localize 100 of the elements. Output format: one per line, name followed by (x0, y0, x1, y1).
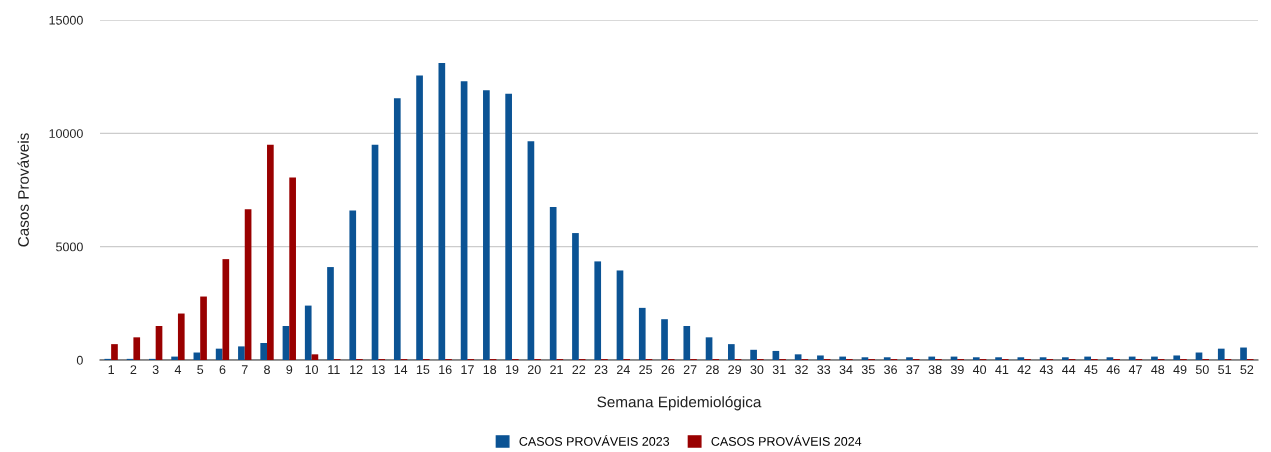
bar (727, 344, 735, 360)
x-tick-label: 21 (550, 365, 563, 374)
x-tick-label: 41 (995, 365, 1009, 374)
x-tick-label: 22 (572, 365, 586, 374)
bar (289, 177, 296, 360)
x-tick-label: 34 (839, 365, 853, 375)
bar (304, 305, 312, 360)
x-tick-label: 48 (1151, 365, 1165, 375)
bar (839, 356, 847, 360)
x-tick-label: 49 (1173, 365, 1187, 375)
x-tick-label: 5 (197, 365, 204, 375)
x-tick-label: 12 (350, 365, 363, 374)
x-tick-label: 28 (706, 365, 719, 375)
bar (906, 357, 913, 360)
x-tick-label: 2 (130, 365, 137, 374)
x-tick-label: 24 (617, 365, 630, 374)
bar (177, 313, 185, 360)
bar (282, 326, 290, 360)
bar (1039, 357, 1047, 360)
x-tick-label: 46 (1106, 365, 1120, 375)
y-tick-label: 0 (76, 355, 83, 365)
x-tick-label: 9 (286, 365, 293, 375)
x-tick-label: 25 (639, 365, 653, 375)
legend-label: CASOS PROVÁVEIS 2024 (711, 434, 862, 446)
x-tick-label: 37 (906, 365, 920, 375)
x-tick-label: 40 (972, 365, 987, 375)
y-axis-title: Casos Prováveis (17, 133, 29, 247)
bar (817, 355, 824, 360)
x-tick-label: 45 (1084, 365, 1098, 375)
bar (393, 98, 401, 360)
x-tick-label: 18 (483, 365, 497, 375)
bar (260, 343, 268, 360)
x-tick-label: 15 (416, 365, 430, 375)
bar (349, 210, 357, 360)
bar (527, 141, 535, 360)
legend-label: CASOS PROVÁVEIS 2023 (519, 434, 670, 446)
bar (267, 144, 274, 360)
x-tick-label: 43 (1039, 365, 1053, 375)
x-tick-label: 31 (772, 365, 786, 375)
bar (616, 270, 624, 360)
bar (416, 75, 423, 360)
x-tick-label: 16 (439, 365, 452, 375)
bar (155, 326, 163, 360)
bar (171, 356, 178, 360)
bar (572, 233, 579, 360)
x-tick-label: 50 (1195, 365, 1209, 375)
bar (327, 267, 334, 360)
bar (972, 357, 980, 360)
bar (438, 63, 446, 360)
bar (861, 357, 869, 360)
y-tick-label: 5000 (56, 242, 83, 252)
x-tick-label: 23 (594, 365, 608, 375)
x-tick-label: 35 (861, 365, 875, 375)
bar (750, 349, 757, 360)
bar (928, 356, 936, 360)
x-tick-label: 38 (928, 365, 942, 375)
bar (1128, 356, 1136, 360)
bar (371, 144, 379, 360)
bar (1017, 357, 1025, 360)
x-tick-label: 7 (241, 365, 248, 374)
bar (883, 357, 891, 360)
bar (995, 357, 1002, 360)
bar (1062, 357, 1069, 360)
bar (311, 354, 319, 360)
x-tick-label: 6 (219, 365, 226, 375)
x-tick-label: 14 (394, 365, 408, 374)
x-tick-label: 13 (372, 365, 385, 375)
bar (244, 209, 252, 360)
bar (594, 261, 602, 360)
x-tick-label: 3 (152, 365, 159, 375)
bar (661, 319, 668, 360)
x-tick-label: 36 (884, 365, 897, 375)
bar (1106, 357, 1114, 360)
bar (1084, 356, 1091, 360)
x-tick-label: 51 (1218, 365, 1231, 375)
bar (705, 337, 713, 360)
bar (1151, 356, 1158, 360)
bar (133, 337, 141, 360)
bar (200, 296, 207, 360)
x-tick-label: 27 (683, 365, 697, 374)
x-tick-label: 52 (1240, 365, 1254, 375)
x-tick-label: 33 (817, 365, 831, 375)
x-tick-label: 26 (661, 365, 675, 375)
x-tick-label: 4 (174, 365, 182, 374)
x-tick-label: 20 (527, 365, 541, 375)
bar (638, 307, 646, 360)
bar (460, 81, 468, 360)
x-tick-label: 32 (795, 365, 808, 375)
bar (1173, 355, 1181, 360)
x-tick-label: 8 (264, 365, 270, 375)
bar (111, 344, 118, 360)
y-tick-label: 15000 (49, 15, 83, 25)
x-tick-label: 42 (1017, 365, 1031, 374)
bar (794, 354, 802, 360)
x-tick-label: 30 (750, 365, 764, 375)
y-tick-label: 10000 (49, 129, 83, 138)
bar (1217, 348, 1225, 360)
bar (549, 207, 557, 360)
x-tick-label: 29 (728, 365, 742, 375)
bar (683, 326, 691, 360)
